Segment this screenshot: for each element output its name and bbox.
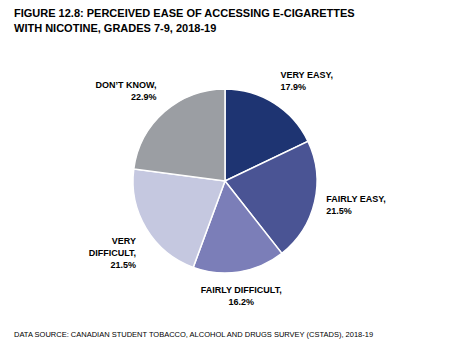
svg-text:FAIRLY EASY,21.5%: FAIRLY EASY,21.5% — [326, 194, 386, 216]
svg-text:DON’T KNOW,22.9%: DON’T KNOW,22.9% — [95, 80, 156, 102]
html-text:DATA SOURCE: CANADIAN STUDENT: DATA SOURCE: CANADIAN STUDENT TOBACCO, A… — [14, 330, 374, 339]
svg-text:VERY EASY,17.9%: VERY EASY,17.9% — [280, 70, 333, 92]
html-text:FIGURE 12.8: PERCEIVED EASE OF: FIGURE 12.8: PERCEIVED EASE OF ACCESSING… — [14, 7, 355, 19]
svg-text:VERYDIFFICULT,21.5%: VERYDIFFICULT,21.5% — [89, 236, 136, 270]
svg-text:FAIRLY DIFFICULT,16.2%: FAIRLY DIFFICULT,16.2% — [201, 285, 282, 307]
html-text:WITH NICOTINE, GRADES 7-9, 201: WITH NICOTINE, GRADES 7-9, 2018-19 — [14, 22, 217, 34]
